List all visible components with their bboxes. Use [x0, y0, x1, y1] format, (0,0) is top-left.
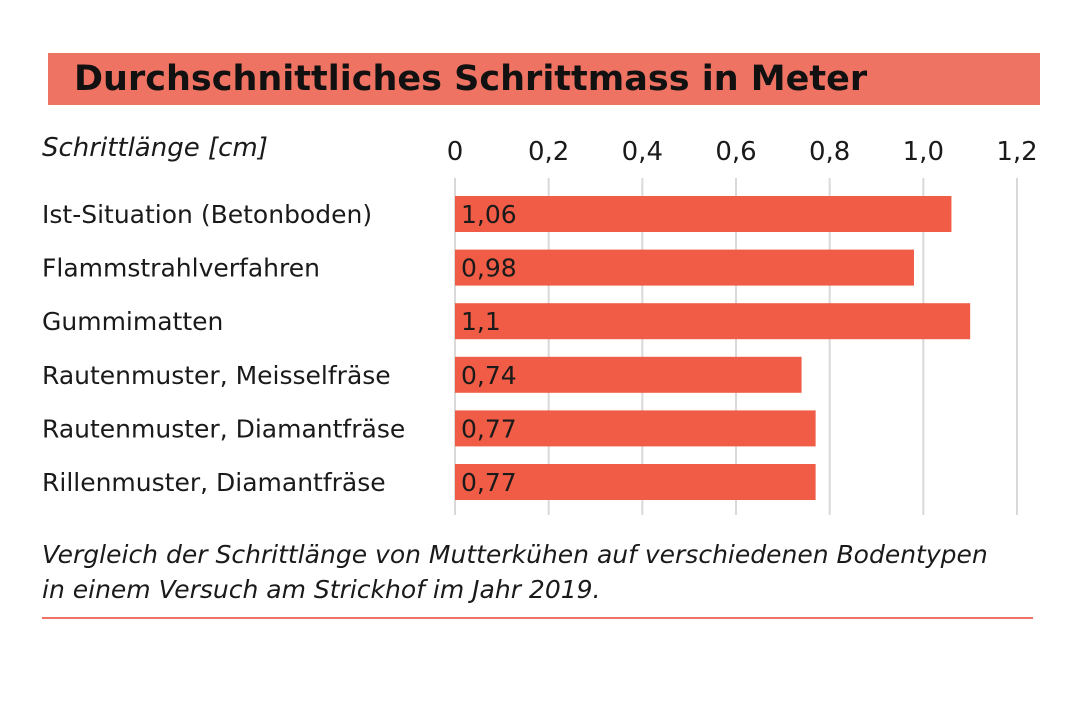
tick-labels: 0 0,2 0,4 0,6 0,8 1,0 1,2	[447, 137, 1038, 167]
category-label: Gummimatten	[42, 307, 223, 336]
caption: Vergleich der Schrittlänge von Mutterküh…	[42, 537, 1032, 607]
tick-label: 0,4	[622, 137, 663, 167]
bar	[455, 249, 914, 286]
value-labels: 1,06 0,98 1,1 0,74 0,77 0,77	[461, 200, 517, 497]
category-label: Rautenmuster, Meisselfräse	[42, 361, 391, 390]
tick-label: 0,2	[528, 137, 569, 167]
bar	[455, 464, 816, 500]
tick-label: 1,0	[903, 137, 944, 167]
caption-line-1: Vergleich der Schrittlänge von Mutterküh…	[42, 540, 988, 569]
chart-title: Durchschnittliches Schrittmass in Meter	[74, 59, 868, 99]
value-label: 1,06	[461, 200, 517, 229]
value-label: 0,74	[461, 361, 517, 390]
bottom-rule	[42, 617, 1033, 619]
tick-label: 0	[447, 137, 464, 167]
category-labels: Ist-Situation (Betonboden) Flammstrahlver…	[42, 200, 405, 497]
title-band: Durchschnittliches Schrittmass in Meter	[48, 53, 1040, 105]
bars	[455, 196, 971, 500]
gridlines	[454, 178, 1018, 515]
value-label: 0,77	[461, 468, 517, 497]
value-label: 1,1	[461, 307, 501, 336]
bar	[455, 410, 816, 447]
axis-label: Schrittlänge [cm]	[42, 133, 268, 163]
tick-label: 0,8	[809, 137, 850, 167]
tick-label: 0,6	[715, 137, 756, 167]
value-label: 0,98	[461, 254, 517, 283]
category-label: Rautenmuster, Diamantfräse	[42, 414, 405, 443]
bar	[455, 196, 952, 232]
tick-label: 1,2	[996, 137, 1037, 167]
value-label: 0,77	[461, 414, 517, 443]
category-label: Flammstrahlverfahren	[42, 254, 320, 283]
bar	[455, 356, 802, 393]
category-label: Ist-Situation (Betonboden)	[42, 200, 372, 229]
bar	[455, 303, 971, 340]
caption-line-2: in einem Versuch am Strickhof im Jahr 20…	[42, 575, 601, 604]
category-label: Rillenmuster, Diamantfräse	[42, 468, 386, 497]
